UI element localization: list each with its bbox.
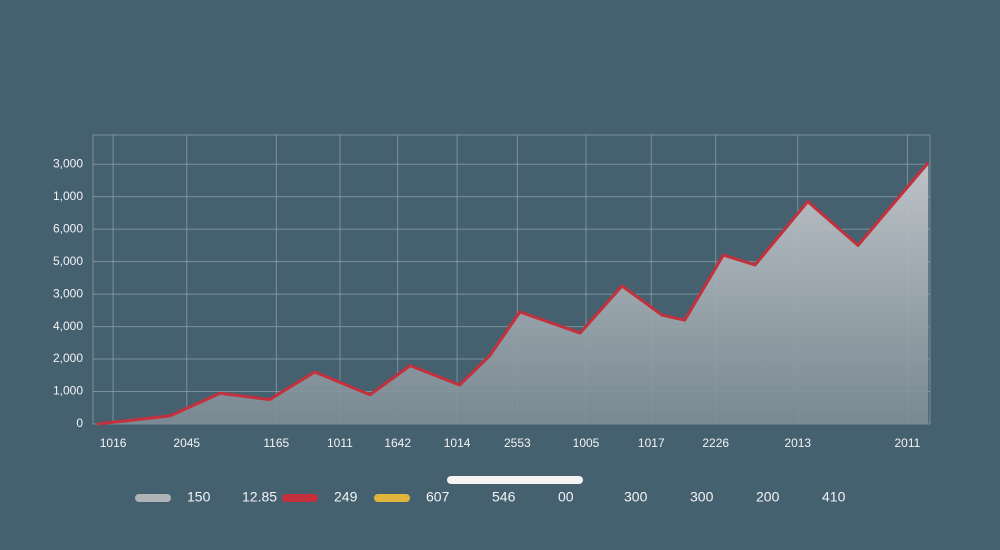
legend-swatch xyxy=(282,494,318,502)
x-tick-label: 1014 xyxy=(444,436,471,450)
legend-label: 546 xyxy=(492,489,516,505)
y-tick-label: 5,000 xyxy=(53,254,83,268)
y-tick-label: 1,000 xyxy=(53,384,83,398)
y-tick-label: 3,000 xyxy=(53,286,83,300)
legend-label: 607 xyxy=(426,489,450,505)
legend-label: 300 xyxy=(624,489,648,505)
x-tick-label: 1011 xyxy=(327,436,353,450)
y-tick-label: 3,000 xyxy=(53,156,83,170)
area-fill xyxy=(97,162,929,424)
x-tick-label: 1005 xyxy=(573,436,600,450)
x-tick-label: 2013 xyxy=(784,436,811,450)
x-tick-label: 2226 xyxy=(702,436,729,450)
x-tick-label: 2553 xyxy=(504,436,531,450)
y-tick-label: 6,000 xyxy=(53,221,83,235)
x-tick-label: 1017 xyxy=(638,436,665,450)
legend-label: 410 xyxy=(822,489,846,505)
y-tick-label: 2,000 xyxy=(53,351,83,365)
y-tick-label: 4,000 xyxy=(53,319,83,333)
x-tick-label: 1642 xyxy=(384,436,411,450)
y-tick-label: 0 xyxy=(76,416,83,430)
legend-label: 150 xyxy=(187,489,211,505)
legend-swatch xyxy=(135,494,171,502)
x-tick-label: 2045 xyxy=(173,436,200,450)
y-tick-label: 1,000 xyxy=(53,189,83,203)
legend-label: 249 xyxy=(334,489,358,505)
x-tick-label: 1016 xyxy=(100,436,127,450)
legend-label: 12.85 xyxy=(242,489,277,505)
legend-label: 00 xyxy=(558,489,574,505)
legend-label: 200 xyxy=(756,489,780,505)
legend-label: 300 xyxy=(690,489,714,505)
legend-swatch xyxy=(374,494,410,502)
x-tick-label: 1165 xyxy=(263,436,289,450)
x-tick-label: 2011 xyxy=(894,436,920,450)
line xyxy=(97,161,930,426)
scroll-bar xyxy=(447,476,583,484)
